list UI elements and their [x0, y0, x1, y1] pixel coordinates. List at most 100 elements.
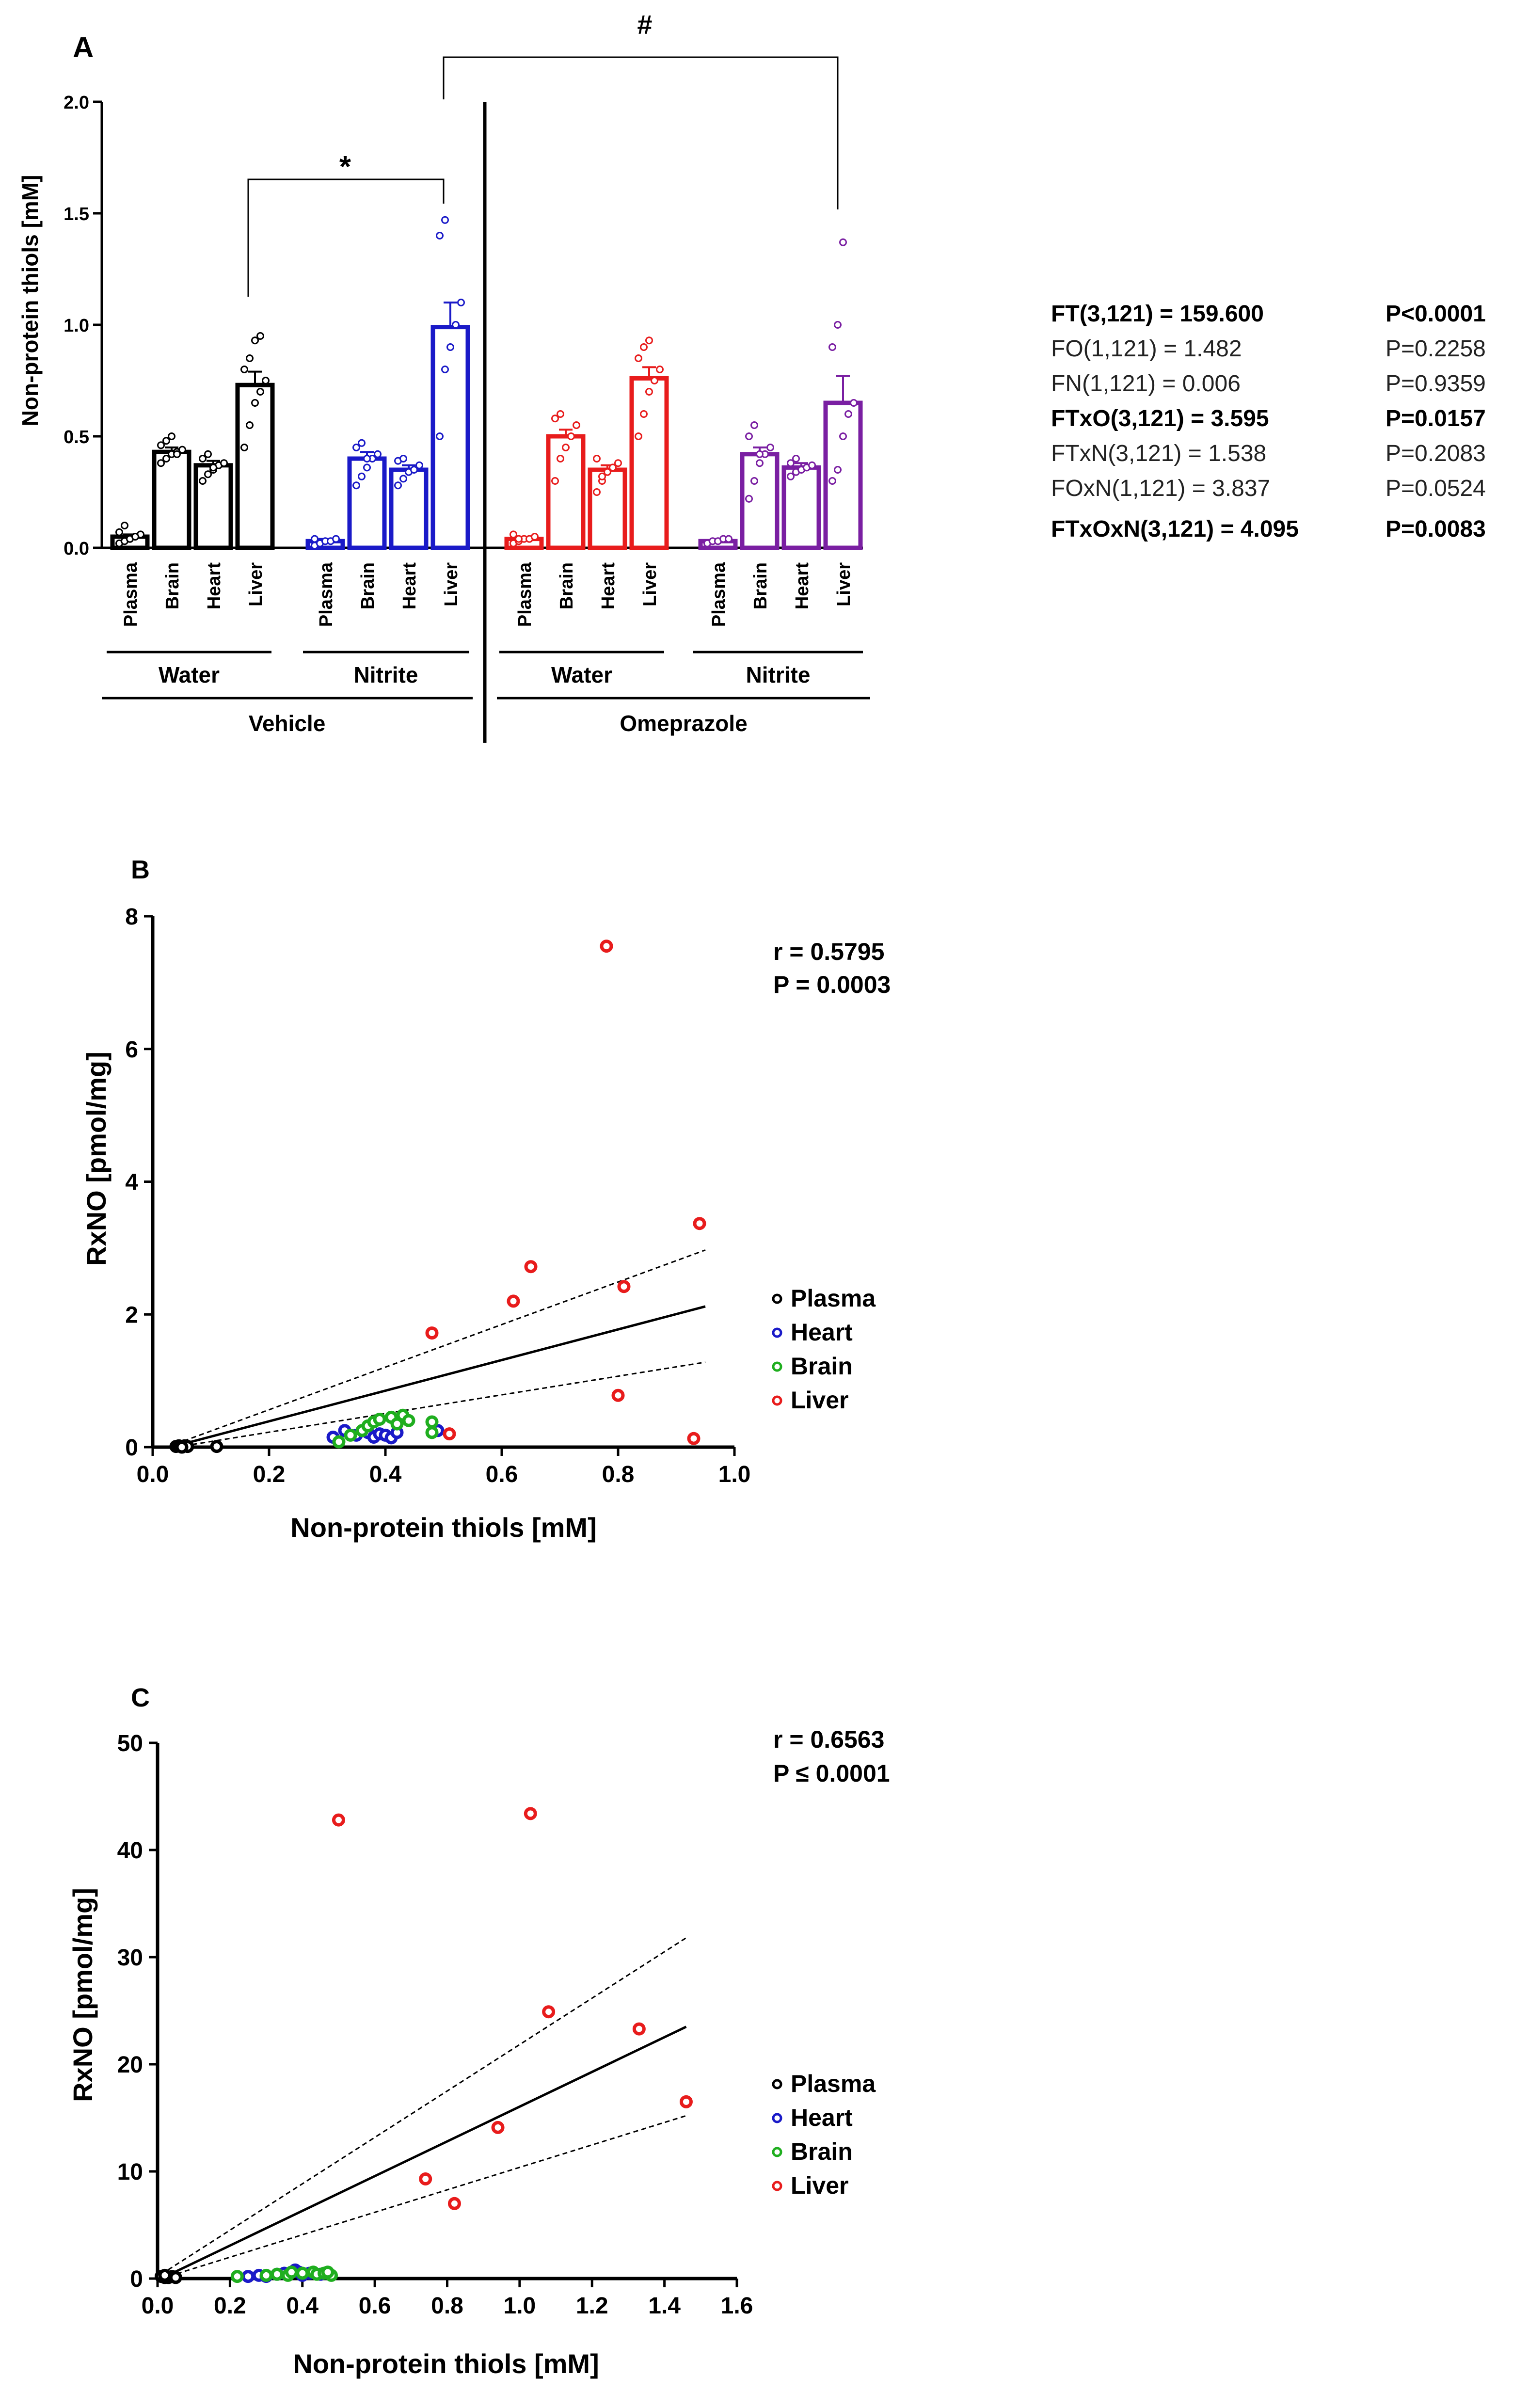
legend-label-heart: Heart: [791, 1319, 853, 1346]
point-brain: [270, 2267, 284, 2281]
omeprazole-label: Omeprazole: [620, 711, 747, 736]
point-liver: [447, 2197, 461, 2210]
panel-a-x-tick-label: Brain: [750, 562, 771, 609]
regression-line: [160, 2025, 687, 2280]
data-point: [808, 461, 816, 469]
data-point: [363, 463, 371, 472]
panel-a-x-labels: Plasma Brain Heart Liver Plasma Brain Heart Liv…: [121, 562, 854, 627]
stat-p-value: P=0.2083: [1386, 441, 1486, 466]
x-tick-label: 0.8: [602, 1462, 635, 1487]
legend-marker-brain: [772, 2147, 782, 2157]
data-point: [199, 455, 207, 462]
data-point: [834, 321, 842, 329]
panel-a-x-tick-label: Liver: [640, 562, 660, 606]
panel-a-x-tick-label: Brain: [358, 562, 378, 609]
panel-a-y-tick-label: 2.0: [64, 93, 89, 113]
data-point: [358, 439, 366, 447]
x-tick-label: 0.8: [431, 2293, 463, 2319]
point-brain: [230, 2270, 244, 2283]
ci-upper-line: [160, 1937, 687, 2275]
point-liver: [491, 2121, 505, 2134]
point-heart: [241, 2270, 255, 2283]
legend-label-heart: Heart: [791, 2104, 853, 2131]
data-point: [374, 450, 382, 458]
legend-label-plasma: Plasma: [791, 1285, 876, 1312]
panel-a-x-tick-label: Plasma: [515, 562, 535, 627]
data-point: [725, 535, 733, 543]
panel-c-label: C: [131, 1683, 150, 1712]
ci-lower-line: [161, 2115, 686, 2280]
panel-a-y-tick-label: 1.5: [64, 204, 89, 224]
data-point: [332, 535, 340, 543]
x-tick-label: 0.2: [214, 2293, 246, 2319]
bar-vehicle-nitrite-heart: [389, 467, 429, 550]
point-liver: [443, 1427, 456, 1441]
point-liver: [693, 1217, 706, 1230]
point-plasma: [175, 1440, 189, 1454]
stat-row: FO(1,121) = 1.482 P=0.2258: [1051, 332, 1516, 367]
point-plasma: [169, 2271, 182, 2284]
stat-p-value: P=0.0083: [1386, 516, 1486, 542]
data-point: [204, 450, 212, 458]
point-liver: [524, 1807, 537, 1820]
ci-lower-line: [175, 1361, 706, 1448]
point-brain: [390, 1417, 404, 1431]
sig-star: *: [339, 150, 351, 184]
data-point: [839, 432, 847, 440]
point-brain: [259, 2268, 273, 2282]
nitrite-label-vehicle: Nitrite: [354, 662, 418, 687]
legend-label-liver: Liver: [791, 1387, 849, 1414]
data-point: [178, 446, 186, 454]
panel-b-stat-p: P = 0.0003: [773, 971, 891, 998]
data-point: [828, 343, 836, 351]
data-point: [604, 468, 611, 476]
data-point: [551, 415, 559, 423]
water-label-vehicle: Water: [159, 662, 220, 687]
panel-b-label: B: [131, 855, 150, 884]
data-point: [173, 450, 181, 458]
point-liver: [419, 2172, 432, 2185]
panel-b-y-label: RxNO [pmol/mg]: [81, 1052, 111, 1266]
data-point: [311, 535, 319, 543]
y-tick-label: 8: [125, 904, 138, 930]
point-plasma: [158, 2268, 172, 2282]
bar-omeprazole-nitrite-liver: [823, 400, 863, 550]
stat-row: FOxN(1,121) = 3.837 P=0.0524: [1051, 471, 1516, 506]
stat-p-value: P=0.0157: [1386, 406, 1486, 431]
data-point: [609, 463, 617, 472]
bar-omeprazole-water-liver: [629, 376, 669, 550]
data-point: [593, 455, 601, 462]
regression-line: [175, 1305, 706, 1447]
x-tick-label: 0.0: [137, 1462, 169, 1487]
panel-c-stat-p: P ≤ 0.0001: [773, 1760, 890, 1787]
data-point: [415, 461, 423, 469]
stat-p-value: P<0.0001: [1386, 301, 1486, 327]
point-liver: [425, 1326, 439, 1340]
stat-term: FTxOxN(3,121) = 4.095: [1051, 516, 1299, 542]
data-point: [745, 494, 753, 503]
panel-a: A Non-protein thiols [mM] 0.0 0.5 1.0 1.5 2.…: [17, 9, 870, 743]
legend-marker-brain: [772, 1361, 782, 1372]
data-point: [446, 343, 454, 351]
panel-c-x-label: Non-protein thiols [mM]: [293, 2348, 599, 2379]
panel-b-x-label: Non-protein thiols [mM]: [290, 1512, 596, 1543]
data-point: [220, 459, 228, 467]
panel-a-x-tick-label: Heart: [598, 562, 619, 609]
data-point: [787, 459, 795, 467]
stat-term: FTxN(3,121) = 1.538: [1051, 441, 1267, 466]
sig-bracket-star: [247, 178, 445, 297]
panel-b-legend: Plasma Heart Brain Liver: [772, 1285, 876, 1414]
data-point: [787, 472, 795, 480]
data-point: [850, 399, 858, 407]
data-point: [614, 459, 622, 467]
panel-a-label: A: [73, 31, 94, 64]
point-liver: [632, 2022, 646, 2036]
panel-c-y-label: RxNO [pmol/mg]: [67, 1888, 98, 2102]
panel-a-x-tick-label: Brain: [557, 562, 577, 609]
legend-marker-plasma: [772, 2079, 782, 2089]
stat-term: FO(1,121) = 1.482: [1051, 336, 1242, 362]
panel-a-x-tick-label: Liver: [441, 562, 462, 606]
data-point: [441, 366, 449, 373]
stat-term: FTxO(3,121) = 3.595: [1051, 406, 1269, 431]
